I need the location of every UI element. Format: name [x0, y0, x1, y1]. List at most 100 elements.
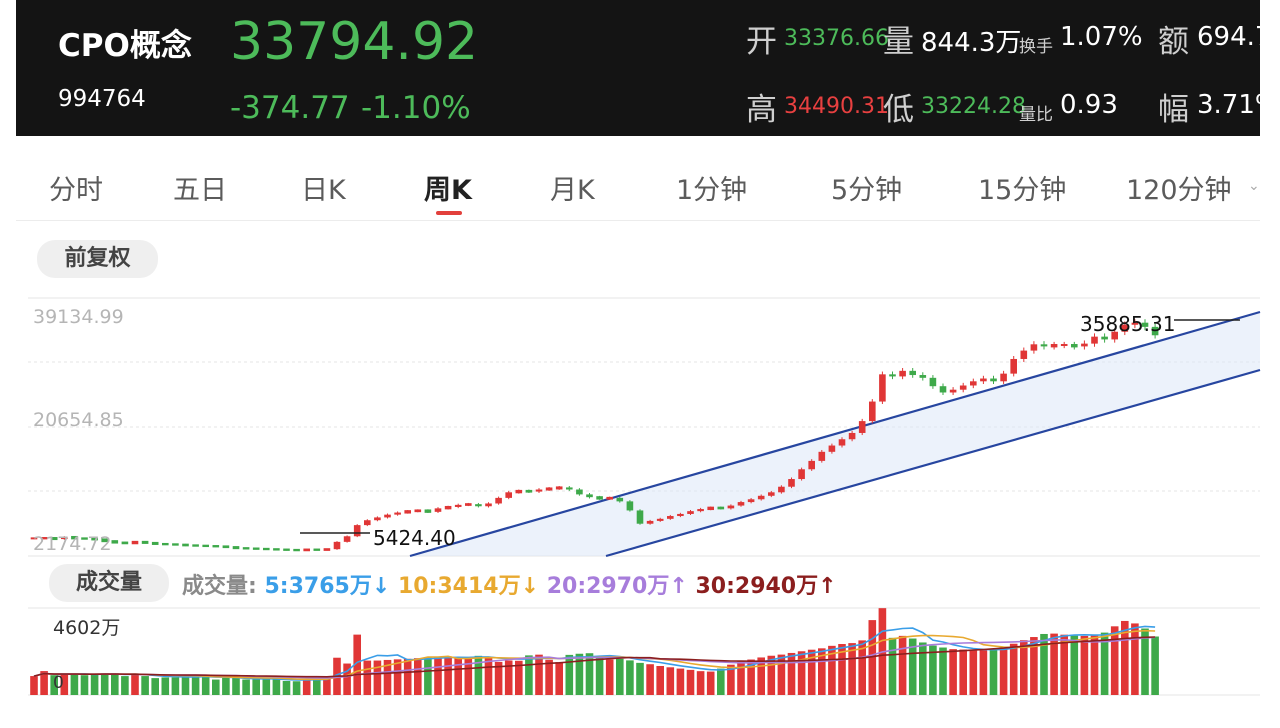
ma5-legend: 5:3765万↓ [264, 574, 391, 599]
tab-5-minute[interactable]: 5分钟 [831, 175, 903, 206]
volume-axis-max: 4602万 [53, 617, 120, 639]
candle-body [1111, 331, 1118, 340]
candle-body [454, 504, 462, 507]
volume-bar [90, 674, 99, 695]
candle-body [717, 506, 725, 510]
period-tab-bar: 分时 五日 日K 周K 月K 1分钟 5分钟 15分钟 120分钟 [16, 150, 1260, 221]
volume-bar [858, 640, 866, 695]
volume-ma-legend: 成交量: 5:3765万↓ 10:3414万↓ 20:2970万↑ 30:294… [182, 568, 837, 600]
volume-bar [302, 679, 311, 695]
volume-bar [636, 662, 644, 695]
candle-body [232, 546, 240, 550]
volume-bar [212, 679, 220, 695]
volume-bar [141, 676, 149, 695]
tab-120-minute[interactable]: 120分钟 [1126, 175, 1232, 206]
candle-body [515, 489, 523, 494]
volume-bar [313, 678, 321, 695]
volume-legend-label: 成交量: [182, 574, 257, 599]
candle-body [61, 536, 68, 540]
volume-bar [121, 676, 129, 695]
candle-body [757, 495, 765, 500]
candle-body [838, 439, 846, 446]
candle-body [798, 469, 805, 480]
volume-bar [434, 657, 442, 695]
candle-body [505, 492, 512, 498]
volume-bar [424, 657, 432, 695]
volume-bar [272, 678, 281, 695]
candle-body [1091, 336, 1098, 344]
volume-bar [343, 663, 351, 695]
volume-bar [565, 654, 574, 695]
candle-body [1101, 336, 1108, 340]
candle-body [626, 501, 634, 511]
candle-body [273, 548, 280, 551]
tab-1-minute[interactable]: 1分钟 [676, 175, 748, 206]
volume-bar [40, 671, 48, 695]
price-tick-min: 2174.72 [33, 533, 112, 555]
candle-body [303, 548, 310, 552]
volume-bar [686, 669, 695, 695]
tab-15-minute[interactable]: 15分钟 [978, 175, 1067, 206]
candle-body [313, 548, 321, 551]
candle-body [727, 505, 735, 509]
volume-bar [807, 649, 816, 695]
candle-body [616, 497, 624, 502]
candle-body [1040, 344, 1048, 347]
volume-bar [1090, 635, 1099, 695]
candle-body [202, 544, 209, 548]
candle-body [545, 487, 553, 491]
adjust-mode-button[interactable]: 前复权 [37, 240, 158, 278]
volume-bar [1121, 620, 1129, 695]
volume-bar [454, 657, 462, 695]
chevron-down-icon[interactable]: ⌄ [1248, 178, 1260, 194]
price-change: -374.77 [230, 90, 350, 126]
tab-daily-k[interactable]: 日K [301, 175, 346, 206]
tab-five-day[interactable]: 五日 [173, 175, 227, 206]
candle-body [364, 520, 371, 526]
turnover-value: 1.07% [1060, 22, 1143, 52]
volume-bar [797, 651, 806, 695]
volume-bar [838, 644, 846, 695]
volume-bar [30, 676, 38, 695]
volume-bar [575, 653, 584, 695]
volume-ratio-value: 0.93 [1060, 90, 1118, 120]
volume-bar [626, 660, 634, 695]
candle-body [646, 520, 654, 524]
candle-body [990, 378, 997, 382]
tab-intraday[interactable]: 分时 [49, 175, 103, 206]
candle-body [101, 538, 108, 543]
max-price-annotation: 35885.31 [1080, 312, 1175, 336]
candle-body [1020, 350, 1028, 359]
candle-body [667, 516, 674, 519]
current-price: 33794.92 [230, 12, 479, 72]
volume-bar [656, 666, 664, 695]
volume-bar [585, 653, 594, 695]
candle-body [91, 537, 98, 541]
candle-body [1121, 324, 1129, 332]
volume-indicator-button[interactable]: 成交量 [49, 564, 169, 602]
volume-bar [969, 650, 978, 695]
candle-body [555, 486, 563, 490]
volume-ma30-line [33, 636, 1156, 678]
candle-body [242, 547, 250, 550]
candle-body [576, 489, 583, 495]
tab-monthly-k[interactable]: 月K [550, 175, 595, 206]
volume-bar [616, 658, 624, 695]
candle-body [434, 508, 442, 512]
candle-body [818, 451, 826, 461]
volume-bar [949, 649, 957, 695]
tab-weekly-k[interactable]: 周K [424, 175, 472, 206]
volume-bar [201, 676, 210, 695]
left-margin [0, 0, 16, 728]
candle-body [1071, 344, 1078, 348]
candle-body [485, 503, 492, 507]
candle-body [151, 541, 159, 545]
amplitude-value: 3.71% [1197, 90, 1260, 120]
volume-bar [474, 655, 483, 695]
candle-body [293, 548, 300, 552]
volume-bar [131, 674, 139, 695]
volume-bar [373, 660, 382, 695]
candle-body [636, 510, 644, 524]
volume-bar [717, 668, 725, 695]
